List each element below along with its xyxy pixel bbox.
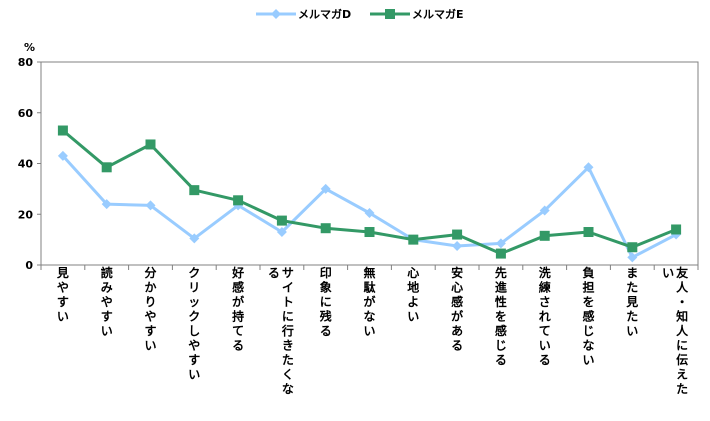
series-layer: [57, 125, 682, 263]
category-label: 見やすい: [56, 265, 69, 324]
category-label: 負担を感じない: [582, 265, 594, 367]
y-tick-label: 20: [18, 208, 34, 221]
category-label: クリックしやすい: [188, 266, 200, 382]
data-point-series-2: [320, 223, 331, 234]
data-point-series-2: [583, 227, 594, 238]
data-point-series-1: [583, 162, 594, 173]
data-point-series-2: [233, 195, 244, 206]
legend-marker-series-1: [271, 9, 281, 19]
y-axis: 0 20 40 60 80: [18, 56, 41, 272]
y-axis-unit: %: [24, 41, 35, 54]
data-point-series-1: [57, 150, 68, 161]
legend-marker-series-2: [385, 9, 395, 19]
category-label: 無駄がない: [363, 265, 376, 338]
data-point-series-1: [101, 199, 112, 210]
data-point-series-1: [364, 207, 375, 218]
data-point-series-1: [189, 233, 200, 244]
category-label: 友人・知人に伝えたい: [662, 265, 689, 396]
category-labels: 見やすい 読みやすい 分かりやすい クリックしやすい 好感が持てる サイトに行きたくなる印…: [56, 265, 689, 396]
x-axis: [40, 265, 699, 270]
data-point-series-1: [276, 227, 287, 238]
data-point-series-2: [101, 162, 112, 173]
legend-item-series-2: メルマガE: [370, 7, 464, 21]
data-point-series-2: [145, 139, 156, 150]
data-point-series-2: [671, 224, 682, 235]
category-label: 先進性を感じる: [494, 265, 508, 367]
y-tick-label: 40: [18, 158, 34, 171]
legend-item-series-1: メルマガD: [256, 7, 351, 21]
data-point-series-2: [495, 248, 506, 259]
data-point-series-2: [408, 234, 419, 245]
data-point-series-1: [320, 183, 331, 194]
category-label: また見たい: [625, 266, 638, 338]
data-point-series-2: [452, 229, 463, 240]
category-label: 洗練されている: [539, 265, 551, 367]
data-point-series-1: [145, 200, 156, 211]
series-line-1: [61, 154, 677, 259]
data-point-series-2: [364, 227, 375, 238]
y-tick-label: 80: [18, 56, 34, 69]
legend-label-series-1: メルマガD: [298, 7, 351, 21]
category-label: 心地よい: [407, 266, 419, 324]
category-label: 安心感がある: [451, 265, 463, 353]
legend-label-series-2: メルマガE: [412, 7, 464, 21]
data-point-series-2: [189, 185, 200, 196]
data-point-series-2: [627, 242, 638, 253]
data-point-series-2: [539, 230, 550, 241]
data-point-series-1: [539, 205, 550, 216]
y-tick-label: 60: [18, 107, 34, 120]
data-point-series-1: [452, 240, 463, 251]
data-point-series-1: [495, 238, 506, 249]
y-tick-label: 0: [25, 259, 33, 272]
category-label: 印象に残る: [320, 266, 332, 338]
legend: メルマガD メルマガE: [256, 7, 464, 21]
category-label: サイトに行きたくなる: [268, 266, 294, 396]
category-label: 分かりやすい: [144, 265, 156, 353]
category-label: 好感が持てる: [231, 265, 244, 353]
data-point-series-2: [276, 215, 287, 226]
data-point-series-1: [627, 252, 638, 263]
category-label: 読みやすい: [101, 265, 113, 338]
data-point-series-2: [57, 125, 68, 136]
